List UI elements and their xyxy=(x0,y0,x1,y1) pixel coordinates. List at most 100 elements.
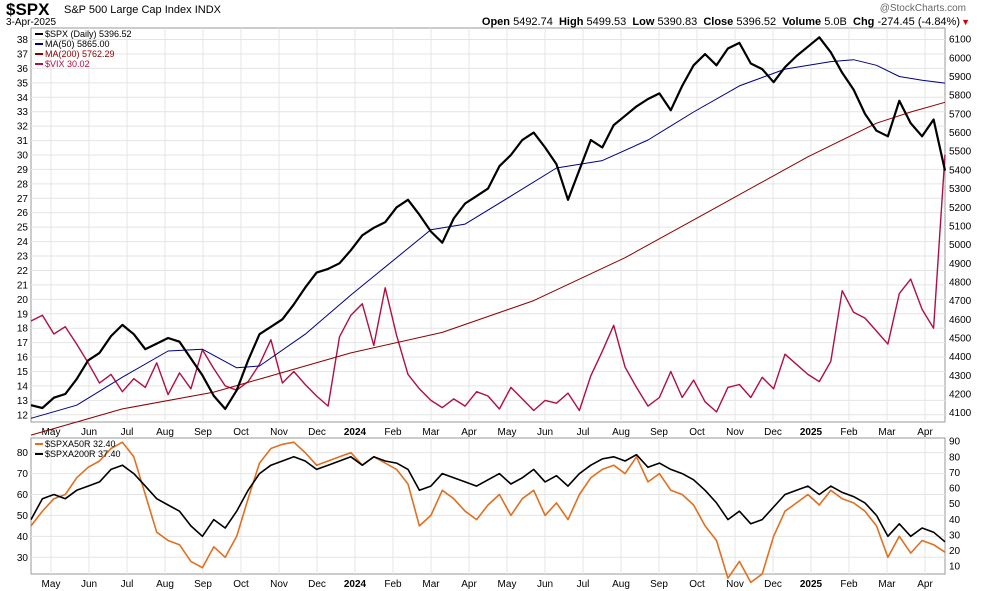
y-left-tick-label: 30 xyxy=(17,151,29,162)
x-tick-label: Jun xyxy=(81,579,97,590)
price-panel-frame xyxy=(30,27,946,423)
y-left-tick-label: 36 xyxy=(17,64,29,75)
low-label: Low xyxy=(632,16,655,28)
spxa200r-line xyxy=(30,453,946,543)
spxa50r-line xyxy=(30,441,946,584)
x-tick-label: Jun xyxy=(537,579,553,590)
price-legend-label: $SPX (Daily) 5396.52 xyxy=(45,29,132,39)
y-left-tick-label: 35 xyxy=(17,78,29,89)
y-left-tick-label: 33 xyxy=(17,107,29,118)
y-right-tick-label: 4900 xyxy=(949,259,972,270)
y-right-tick-label: 20 xyxy=(949,546,961,557)
y-right-tick-label: 5000 xyxy=(949,240,972,251)
x-tick-label: May xyxy=(42,427,61,438)
open-value: 5492.74 xyxy=(513,16,553,28)
y-right-tick-label: 60 xyxy=(949,484,961,495)
ma50-line xyxy=(30,59,946,419)
y-right-tick-label: 4100 xyxy=(949,408,972,419)
x-tick-label: 2024 xyxy=(344,579,367,590)
y-left-tick-label: 25 xyxy=(17,223,29,234)
y-right-tick-label: 5600 xyxy=(949,128,972,139)
y-left-tick-label: 29 xyxy=(17,165,29,176)
chart-ticker: $SPX xyxy=(6,0,50,19)
y-right-tick-label: 70 xyxy=(949,468,961,479)
x-tick-label: Sep xyxy=(650,579,668,590)
x-tick-label: Aug xyxy=(156,579,174,590)
stockcharts-credit: @StockCharts.com xyxy=(879,3,966,14)
y-left-tick-label: 60 xyxy=(17,490,29,501)
y-left-tick-label: 24 xyxy=(17,237,29,248)
y-left-tick-label: 32 xyxy=(17,122,29,133)
y-right-tick-label: 4800 xyxy=(949,277,972,288)
y-left-tick-label: 23 xyxy=(17,252,29,263)
spx-line xyxy=(30,36,947,410)
chart-index-name: S&P 500 Large Cap Index INDX xyxy=(64,4,221,16)
x-tick-label: May xyxy=(498,579,517,590)
ohlc-readout: Open 5492.74 High 5499.53 Low 5390.83 Cl… xyxy=(482,16,960,28)
x-tick-label: Jul xyxy=(121,427,134,438)
close-value: 5396.52 xyxy=(736,16,777,28)
x-tick-label: Nov xyxy=(270,579,288,590)
y-left-tick-label: 28 xyxy=(17,179,29,190)
y-left-tick-label: 21 xyxy=(17,280,29,291)
y-right-tick-label: 5700 xyxy=(949,109,972,120)
high-label: High xyxy=(558,16,584,28)
x-tick-label: Jun xyxy=(537,427,553,438)
y-right-tick-label: 5900 xyxy=(949,72,972,83)
x-tick-label: Apr xyxy=(461,579,477,590)
y-left-tick-label: 19 xyxy=(17,309,29,320)
x-tick-label: Dec xyxy=(764,579,782,590)
x-tick-label: Dec xyxy=(308,427,326,438)
x-tick-label: 2025 xyxy=(800,579,823,590)
y-left-tick-label: 18 xyxy=(17,324,29,335)
open-label: Open xyxy=(481,16,511,28)
y-left-tick-label: 27 xyxy=(17,194,29,205)
y-right-tick-label: 6100 xyxy=(949,35,972,46)
breadth-legend-label: $SPXA200R 37.40 xyxy=(45,449,121,459)
y-left-tick-label: 70 xyxy=(17,469,29,480)
y-right-tick-label: 5400 xyxy=(949,165,972,176)
x-tick-label: Sep xyxy=(194,579,212,590)
y-right-tick-label: 4200 xyxy=(949,389,972,400)
y-right-tick-label: 80 xyxy=(949,452,961,463)
x-tick-label: Aug xyxy=(612,579,630,590)
y-right-tick-label: 4300 xyxy=(949,371,972,382)
x-tick-label: Sep xyxy=(650,427,668,438)
x-tick-label: May xyxy=(498,427,517,438)
x-tick-label: 2024 xyxy=(344,427,367,438)
vix-line xyxy=(30,154,946,413)
y-left-tick-label: 80 xyxy=(17,448,29,459)
high-value: 5499.53 xyxy=(586,16,627,28)
volume-value: 5.0B xyxy=(824,16,847,28)
y-left-tick-label: 50 xyxy=(17,511,29,522)
index-name: S&P 500 Large Cap Index xyxy=(64,4,192,16)
x-tick-label: Mar xyxy=(878,579,896,590)
y-left-tick-label: 26 xyxy=(17,208,29,219)
y-right-tick-label: 30 xyxy=(949,530,961,541)
y-right-tick-label: 5100 xyxy=(949,221,972,232)
low-value: 5390.83 xyxy=(657,16,698,28)
y-left-tick-label: 12 xyxy=(17,410,29,421)
y-left-tick-label: 17 xyxy=(17,338,29,349)
x-tick-label: Sep xyxy=(194,427,212,438)
price-legend-label: MA(200) 5762.29 xyxy=(45,49,115,59)
close-label: Close xyxy=(703,16,734,28)
x-tick-label: Dec xyxy=(308,579,326,590)
x-tick-label: Mar xyxy=(422,579,440,590)
y-left-tick-label: 37 xyxy=(17,49,29,60)
y-left-tick-label: 30 xyxy=(17,553,29,564)
y-left-tick-label: 13 xyxy=(17,396,29,407)
y-left-tick-label: 14 xyxy=(17,381,29,392)
x-tick-label: Apr xyxy=(917,579,933,590)
x-tick-label: Jul xyxy=(577,427,590,438)
y-left-tick-label: 22 xyxy=(17,266,29,277)
breadth-legend-label: $SPXA50R 32.40 xyxy=(45,439,116,449)
x-tick-label: Oct xyxy=(233,579,249,590)
x-tick-label: Mar xyxy=(878,427,896,438)
y-right-tick-label: 5800 xyxy=(949,91,972,102)
volume-label: Volume xyxy=(782,16,822,28)
y-left-tick-label: 15 xyxy=(17,367,29,378)
x-tick-label: Feb xyxy=(840,427,858,438)
chg-label: Chg xyxy=(853,16,875,28)
